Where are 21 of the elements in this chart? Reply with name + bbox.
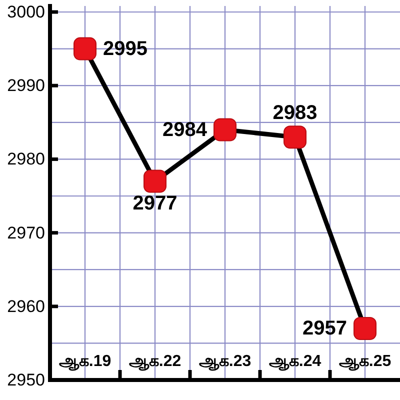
y-tick-label: 2970	[7, 223, 45, 242]
data-label: 2984	[162, 118, 208, 141]
point	[214, 118, 236, 142]
data-label: 2957	[302, 317, 347, 340]
y-tick-label: 2960	[7, 296, 45, 316]
data-label: 2995	[103, 38, 148, 60]
point	[144, 170, 166, 193]
x-tick-label: ஆக.23	[198, 353, 252, 371]
x-tick-label: ஆக.19	[58, 353, 112, 371]
x-tick-label: ஆக.24	[268, 353, 322, 371]
y-tick-label: 2990	[7, 76, 45, 96]
x-tick-label: ஆக.25	[338, 353, 392, 371]
y-tick-label: 3000	[7, 2, 45, 22]
x-tick-label: ஆக.22	[128, 353, 182, 371]
y-tick-label: 2950	[7, 370, 45, 390]
data-label: 2983	[272, 102, 318, 124]
point	[74, 37, 96, 60]
point	[284, 126, 306, 149]
point	[354, 316, 376, 340]
data-label: 2977	[132, 192, 178, 214]
y-tick-label: 2980	[7, 150, 45, 169]
